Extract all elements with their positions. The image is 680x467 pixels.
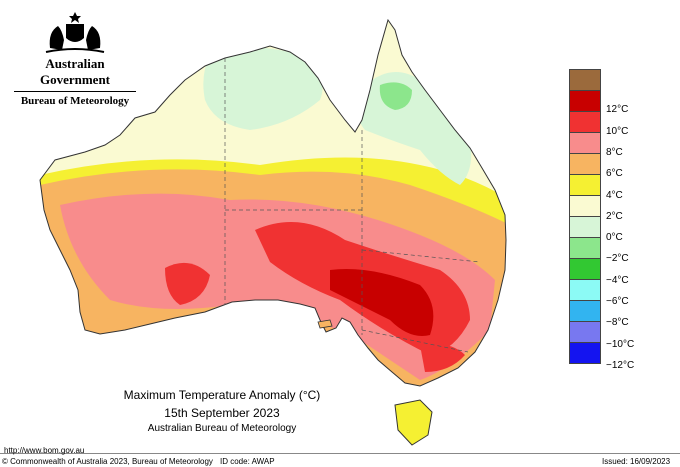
legend-swatch: [569, 300, 601, 322]
footer-divider: [0, 453, 680, 454]
government-logo: Australian Government Bureau of Meteorol…: [10, 10, 140, 107]
legend-label: −12°C: [606, 359, 635, 371]
coat-of-arms-icon: [45, 12, 105, 53]
map-source: Australian Bureau of Meteorology: [147, 423, 297, 434]
footer-issued: Issued: 16/09/2023: [602, 457, 671, 466]
color-legend: [569, 69, 601, 364]
kangaroo-island: [317, 319, 333, 329]
legend-swatch: [569, 153, 601, 175]
map-date: 15th September 2023: [164, 406, 280, 420]
legend-swatch: [569, 321, 601, 343]
footer-url[interactable]: http://www.bom.gov.au: [4, 446, 85, 455]
footer-id-code: ID code: AWAP: [220, 457, 275, 466]
legend-label: −8°C: [606, 317, 629, 329]
legend-label: −6°C: [606, 296, 629, 307]
legend-label: 6°C: [606, 168, 623, 180]
legend-label: −4°C: [606, 274, 629, 286]
legend-label: 10°C: [606, 125, 629, 137]
legend-label: 4°C: [606, 189, 623, 201]
legend-swatch: [569, 279, 601, 301]
legend-swatch: [569, 342, 601, 364]
map-title: Maximum Temperature Anomaly (°C): [123, 388, 321, 402]
legend-label: 0°C: [606, 232, 623, 244]
legend-swatch: [569, 132, 601, 154]
legend-swatch: [569, 90, 601, 112]
legend-label: 2°C: [606, 210, 623, 222]
legend-swatch: [569, 69, 601, 91]
legend-swatch: [569, 111, 601, 133]
state-borders: [224, 58, 481, 353]
agency-name: Bureau of Meteorology: [14, 91, 136, 107]
government-name: Australian Government: [39, 56, 111, 87]
legend-swatch: [569, 216, 601, 238]
legend-swatch: [569, 258, 601, 280]
tasmania: [394, 399, 433, 446]
footer-copyright: © Commonwealth of Australia 2023, Bureau…: [2, 457, 213, 466]
legend-label: −10°C: [606, 338, 635, 350]
legend-swatch: [569, 174, 601, 196]
legend-swatch: [569, 195, 601, 217]
legend-label: 12°C: [606, 104, 629, 116]
legend-swatch: [569, 237, 601, 259]
legend-label: −2°C: [606, 253, 629, 265]
legend-label: 8°C: [606, 146, 623, 158]
